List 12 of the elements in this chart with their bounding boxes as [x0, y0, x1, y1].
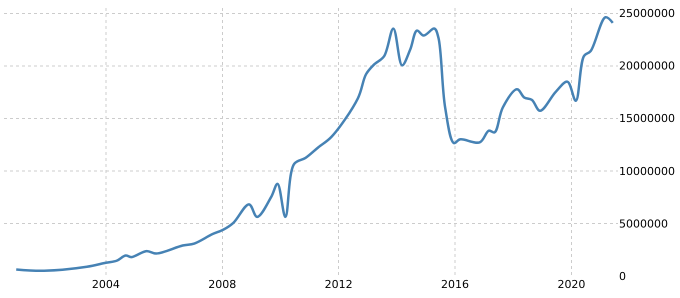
line-series: [14, 16, 614, 272]
x-tick-label: 2020: [557, 278, 586, 291]
y-tick-label: 10000000: [619, 164, 675, 178]
y-tick-label: 15000000: [619, 112, 675, 126]
x-tick-label: 2004: [92, 278, 120, 291]
y-tick-label: 5000000: [619, 217, 668, 230]
y-tick-label: 0: [619, 270, 626, 283]
y-tick-label: 25000000: [619, 7, 675, 20]
x-tick-label: 2016: [441, 278, 470, 291]
x-tick-label: 2008: [208, 278, 236, 291]
y-tick-label: 20000000: [619, 60, 675, 73]
x-tick-label: 2012: [324, 278, 353, 291]
